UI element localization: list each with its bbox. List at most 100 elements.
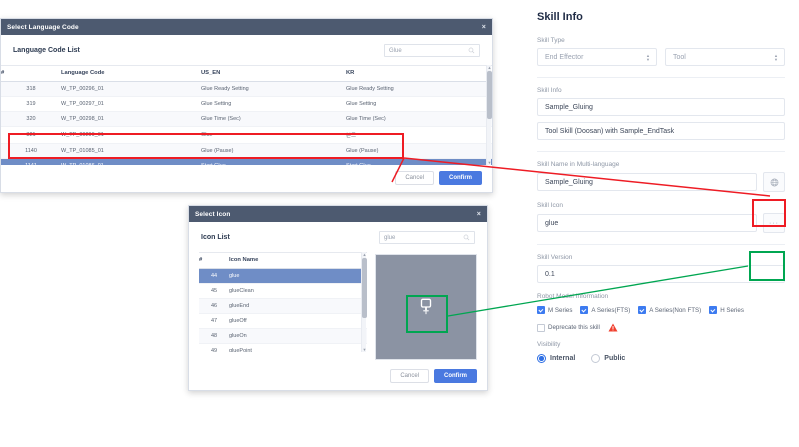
radio-public[interactable]: Public: [591, 354, 625, 363]
col-language-code: Language Code: [61, 65, 201, 82]
skill-icon-row: glue ···: [537, 213, 785, 233]
scrollbar-thumb[interactable]: [362, 258, 367, 318]
scrollbar-thumb[interactable]: [487, 71, 492, 119]
language-list-toolbar: Language Code List Glue: [1, 35, 492, 65]
row-us-en: Glue Setting: [201, 96, 346, 112]
row-kr: Glue (Pause): [346, 143, 492, 159]
row-kr: Glue Setting: [346, 96, 492, 112]
close-icon[interactable]: ×: [476, 210, 481, 218]
select-icon-dialog: Select Icon × Icon List glue: [188, 205, 488, 391]
icon-table-wrap: # Icon Name 44 glue 45: [199, 252, 367, 352]
checkbox-box[interactable]: [537, 323, 545, 332]
skill-name-field[interactable]: Sample_Gluing: [537, 98, 785, 116]
language-search-input[interactable]: Glue: [384, 44, 480, 57]
row-index: 46: [199, 298, 229, 314]
chevron-updown-icon: ▲ ▼: [646, 52, 650, 62]
page-title: Skill Info: [537, 11, 583, 23]
checkbox-label: M Series: [548, 306, 573, 314]
skill-description-field[interactable]: Tool Skill (Doosan) with Sample_EndTask: [537, 122, 785, 140]
checkbox-box[interactable]: [580, 306, 589, 314]
scroll-up-arrow[interactable]: ▲: [487, 65, 492, 70]
checkbox-box[interactable]: [638, 306, 647, 314]
table-row[interactable]: 321 W_TP_00299_01 Glue 본드: [1, 126, 492, 144]
skill-subtype-value: Tool: [673, 53, 686, 61]
checkbox-m-series[interactable]: M Series: [537, 306, 572, 314]
list-item[interactable]: 45 glueClean: [199, 283, 367, 299]
scroll-down-arrow[interactable]: ▼: [487, 160, 492, 165]
language-table-scrollbar[interactable]: ▲ ▼: [486, 65, 492, 165]
skill-subtype-select[interactable]: Tool ▲ ▼: [665, 48, 785, 66]
skill-type-row: End Effector ▲ ▼ Tool ▲ ▼: [537, 48, 785, 66]
language-table-wrap: # Language Code US_EN KR 318 W_TP_00296_…: [1, 65, 492, 165]
language-dialog-header: Select Language Code ×: [1, 19, 492, 35]
checkbox-label: H Series: [720, 306, 744, 314]
list-item-selected[interactable]: 44 glue: [199, 268, 367, 284]
skill-version-field[interactable]: 0.1: [537, 265, 785, 283]
multilanguage-field[interactable]: Sample_Gluing: [537, 173, 757, 191]
radio-label: Internal: [550, 355, 576, 362]
skill-icon-field[interactable]: glue: [537, 214, 757, 232]
icon-preview-panel: [375, 254, 477, 360]
language-dialog-body: Language Code List Glue # Language Co: [1, 35, 492, 192]
close-icon[interactable]: ×: [481, 23, 486, 31]
row-kr: 본드: [346, 126, 492, 144]
cancel-button[interactable]: Cancel: [395, 171, 434, 185]
table-row[interactable]: 318 W_TP_00296_01 Glue Ready Setting Glu…: [1, 81, 492, 97]
list-item[interactable]: 48 glueOn: [199, 328, 367, 344]
list-item[interactable]: 47 glueOff: [199, 313, 367, 329]
row-index: 45: [199, 283, 229, 299]
divider: [537, 151, 785, 152]
row-index: 44: [199, 268, 229, 284]
row-icon-name: gluePoint: [229, 343, 367, 352]
table-row[interactable]: 1140 W_TP_01085_01 Glue (Pause) Glue (Pa…: [1, 143, 492, 159]
table-row[interactable]: 319 W_TP_00297_01 Glue Setting Glue Sett…: [1, 96, 492, 112]
radio-button[interactable]: [537, 354, 546, 363]
cancel-button[interactable]: Cancel: [390, 369, 429, 383]
icon-dialog-body: Icon List glue: [189, 222, 487, 390]
checkbox-box[interactable]: [537, 306, 545, 314]
icon-list-scrollbar[interactable]: ▲ ▼: [361, 252, 367, 352]
multilanguage-button[interactable]: [763, 172, 785, 192]
icon-list-toolbar: Icon List glue: [189, 222, 487, 252]
radio-button[interactable]: [591, 354, 601, 363]
confirm-button[interactable]: Confirm: [434, 369, 477, 383]
checkbox-a-series-fts[interactable]: A Series(FTS): [580, 306, 630, 314]
row-us-en: Glue Ready Setting: [201, 81, 346, 97]
row-code: W_TP_01085_01: [61, 143, 201, 159]
row-index: 1141: [1, 158, 61, 165]
list-item[interactable]: 46 glueEnd: [199, 298, 367, 314]
divider: [537, 77, 785, 78]
confirm-button[interactable]: Confirm: [439, 171, 482, 185]
skill-type-select[interactable]: End Effector ▲ ▼: [537, 48, 657, 66]
col-us-en: US_EN: [201, 65, 346, 82]
table-row-selected[interactable]: 1141 W_TP_01086_01 Start Glue Start Glue: [1, 158, 492, 165]
icon-list-title: Icon List: [201, 234, 230, 241]
row-code: W_TP_01086_01: [61, 158, 201, 165]
col-kr: KR: [346, 65, 492, 82]
icon-dialog-footer: Cancel Confirm: [189, 360, 487, 390]
robot-model-checkbox-group: M Series A Series(FTS) A Series(Non FTS)…: [537, 306, 785, 314]
checkbox-h-series[interactable]: H Series: [709, 306, 744, 314]
checkbox-label: A Series(FTS): [591, 306, 631, 314]
icon-dialog-title: Select Icon: [195, 210, 231, 218]
checkbox-box[interactable]: [709, 306, 718, 314]
visibility-label: Visibility: [537, 341, 561, 348]
language-dialog-title: Select Language Code: [7, 23, 79, 31]
checkbox-a-series-non-fts[interactable]: A Series(Non FTS): [638, 306, 701, 314]
icon-search-input[interactable]: glue: [379, 231, 475, 244]
glue-gun-icon: [420, 298, 432, 315]
scroll-down-arrow[interactable]: ▼: [362, 347, 367, 352]
row-icon-name: glueEnd: [229, 298, 367, 314]
skill-icon-browse-button[interactable]: ···: [763, 213, 785, 233]
checkbox-deprecate-skill[interactable]: Deprecate this skill: [537, 323, 600, 332]
multilanguage-label: Skill Name in Multi-language: [537, 161, 620, 168]
icon-dialog-header: Select Icon ×: [189, 206, 487, 222]
skill-info-panel: Skill Info Skill Type End Effector ▲ ▼ To…: [525, 0, 799, 447]
globe-icon: [770, 178, 778, 186]
scroll-up-arrow[interactable]: ▲: [362, 252, 367, 257]
row-index: 319: [1, 96, 61, 112]
table-row[interactable]: 320 W_TP_00298_01 Glue Time (Sec) Glue T…: [1, 111, 492, 127]
radio-internal[interactable]: Internal: [537, 354, 575, 363]
list-item[interactable]: 49 gluePoint: [199, 343, 367, 352]
search-icon: [468, 47, 475, 54]
